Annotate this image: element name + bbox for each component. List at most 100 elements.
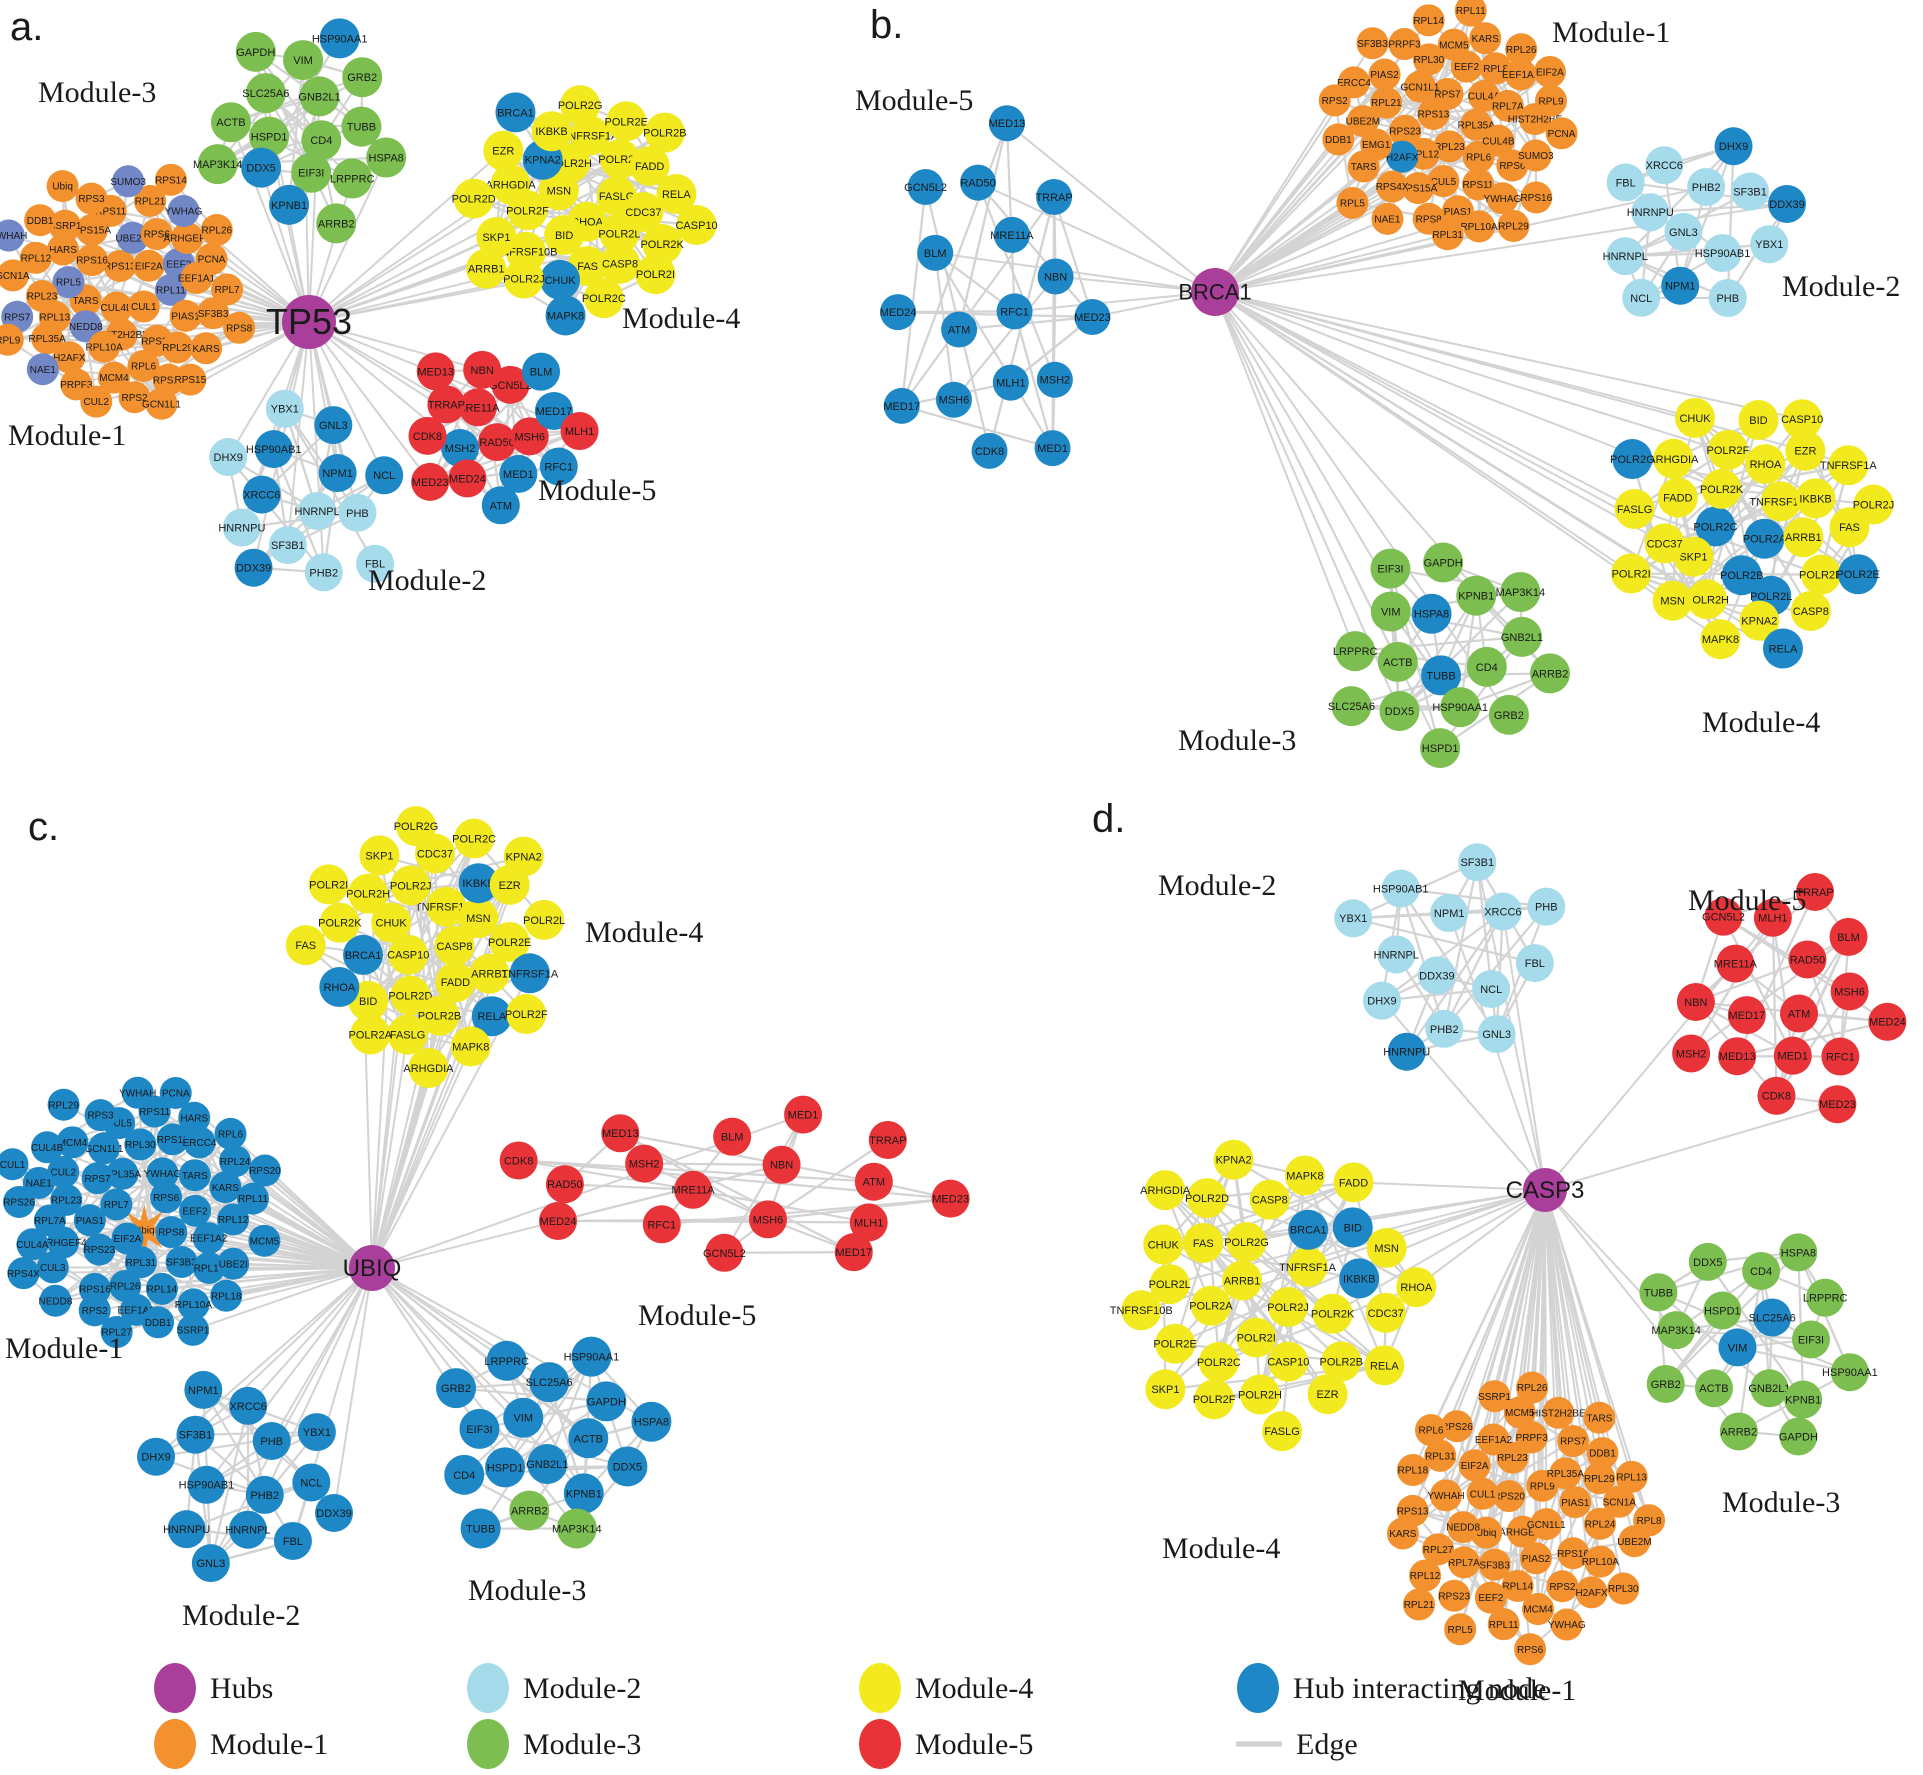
node-EIF2A[interactable]: EIF2A	[132, 249, 165, 282]
node-CHUK[interactable]: CHUK	[371, 902, 412, 943]
node-CUL4A[interactable]: CUL4A	[16, 1228, 49, 1261]
node-NPM1[interactable]: NPM1	[184, 1370, 223, 1409]
node-MAP3K14[interactable]: MAP3K14	[1651, 1311, 1701, 1350]
node-RPS7[interactable]: RPS7	[81, 1162, 114, 1195]
node-POLR2F[interactable]: POLR2F	[505, 994, 548, 1035]
node-RPL35A[interactable]: RPL35A	[1547, 1457, 1585, 1490]
node-MED1[interactable]: MED1	[784, 1095, 823, 1134]
node-HSP90AB1[interactable]: HSP90AB1	[246, 430, 302, 469]
node-YWHAG[interactable]: YWHAG	[144, 1157, 182, 1190]
node-RPL30[interactable]: RPL30	[124, 1128, 157, 1161]
node-HSPD1[interactable]: HSPD1	[485, 1447, 526, 1488]
node-PIAS1[interactable]: PIAS1	[73, 1204, 106, 1237]
node-POLR2H[interactable]: POLR2H	[346, 873, 390, 914]
node-ARRB2[interactable]: ARRB2	[1530, 653, 1571, 694]
node-POLR2L[interactable]: POLR2L	[1149, 1264, 1191, 1305]
node-ARRB2[interactable]: ARRB2	[316, 203, 357, 244]
node-RPL5[interactable]: RPL5	[1444, 1613, 1477, 1646]
node-RPL6[interactable]: RPL6	[127, 349, 160, 382]
node-RPS16[interactable]: RPS16	[1557, 1537, 1589, 1570]
node-MED23[interactable]: MED23	[931, 1179, 970, 1218]
node-CDC37[interactable]: CDC37	[1644, 523, 1685, 564]
node-RPL12[interactable]: RPL12	[19, 241, 52, 274]
node-POLR2C[interactable]: POLR2C	[452, 818, 496, 859]
node-SLC25A6[interactable]: SLC25A6	[1749, 1298, 1796, 1337]
node-RPS6[interactable]: RPS6	[1514, 1633, 1547, 1666]
node-POLR2J[interactable]: POLR2J	[390, 865, 432, 906]
node-GCN5L2[interactable]: GCN5L2	[489, 365, 532, 404]
node-ERCC4[interactable]: ERCC4	[183, 1126, 217, 1159]
node-GAPDH[interactable]: GAPDH	[586, 1381, 627, 1422]
node-FBL[interactable]: FBL	[356, 544, 395, 583]
node-YWHAG[interactable]: YWHAG	[1548, 1608, 1586, 1641]
node-GCN1L1[interactable]: GCN1L1	[142, 387, 181, 420]
node-HSPD1[interactable]: HSPD1	[249, 116, 290, 157]
node-CUL4B[interactable]: CUL4B	[100, 291, 133, 324]
node-MSN[interactable]: MSN	[458, 898, 499, 939]
node-CUL5[interactable]: CUL5	[1427, 165, 1460, 198]
node-RPL26[interactable]: RPL26	[1516, 1371, 1549, 1404]
node-BRCA1[interactable]: BRCA1	[495, 92, 536, 133]
node-ARHGDIA[interactable]: ARHGDIA	[485, 164, 536, 205]
node-VIM[interactable]: VIM	[1718, 1328, 1757, 1367]
node-CASP8[interactable]: CASP8	[434, 925, 475, 966]
node-MSN[interactable]: MSN	[1652, 580, 1693, 621]
node-PRPF3[interactable]: PRPF3	[1388, 28, 1421, 61]
node-MED17[interactable]: MED17	[1727, 996, 1766, 1035]
node-RPS26[interactable]: RPS26	[1440, 1410, 1473, 1443]
node-UBE2I[interactable]: UBE2I	[217, 1247, 250, 1280]
node-RPS23[interactable]: RPS23	[83, 1233, 116, 1266]
node-POLR2B[interactable]: POLR2B	[418, 995, 461, 1036]
node-GCN1L1[interactable]: GCN1L1	[84, 1132, 124, 1165]
node-GRB2[interactable]: GRB2	[342, 57, 383, 98]
node-ACTB[interactable]: ACTB	[1377, 641, 1418, 682]
node-NAE1[interactable]: NAE1	[1371, 202, 1404, 235]
node-MCM4[interactable]: MCM4	[56, 1126, 89, 1159]
node-XRCC6[interactable]: XRCC6	[229, 1386, 268, 1425]
node-VIM[interactable]: VIM	[1370, 591, 1411, 632]
node-RPS2[interactable]: RPS2	[1318, 84, 1351, 117]
node-DDB1[interactable]: DDB1	[1322, 123, 1355, 156]
node-MLH1[interactable]: MLH1	[560, 412, 599, 451]
node-H2AFX[interactable]: H2AFX	[53, 341, 86, 374]
node-RPL29[interactable]: RPL29	[1497, 209, 1530, 242]
node-BLM[interactable]: BLM	[917, 234, 954, 271]
node-BLM[interactable]: BLM	[522, 352, 561, 391]
node-RPL30[interactable]: RPL30	[1412, 43, 1445, 76]
node-YWHAH[interactable]: YWHAH	[119, 1076, 156, 1109]
node-RPL12[interactable]: RPL12	[217, 1203, 250, 1236]
node-RPS20[interactable]: RPS20	[248, 1154, 281, 1187]
node-RPL11[interactable]: RPL11	[154, 273, 187, 306]
node-PHB2[interactable]: PHB2	[1687, 167, 1726, 206]
node-MED24[interactable]: MED24	[880, 294, 917, 331]
node-GNL3[interactable]: GNL3	[1477, 1015, 1516, 1054]
node-XRCC6[interactable]: XRCC6	[1645, 146, 1684, 185]
node-MLH1[interactable]: MLH1	[1753, 898, 1792, 937]
node-RPL7A[interactable]: RPL7A	[1491, 89, 1524, 122]
node-RPL21[interactable]: RPL21	[1370, 86, 1403, 119]
node-MED23[interactable]: MED23	[1074, 298, 1111, 335]
node-TARS[interactable]: TARS	[1347, 150, 1380, 183]
node-HSP90AB1[interactable]: HSP90AB1	[1373, 869, 1429, 908]
node-LRPPRC[interactable]: LRPPRC	[330, 158, 375, 199]
node-MED23[interactable]: MED23	[411, 462, 450, 501]
node-POLR2B[interactable]: POLR2B	[1720, 555, 1763, 596]
node-RPS3[interactable]: RPS3	[75, 182, 108, 215]
node-HSP90AA1[interactable]: HSP90AA1	[1822, 1353, 1878, 1392]
node-GAPDH[interactable]: GAPDH	[235, 31, 276, 72]
hub-node-TP53[interactable]: TP53	[266, 295, 352, 349]
node-GRB2[interactable]: GRB2	[1488, 694, 1529, 735]
node-POLR2D[interactable]: POLR2D	[388, 975, 432, 1016]
node-EZR[interactable]: EZR	[483, 130, 524, 171]
node-FAS[interactable]: FAS	[285, 925, 326, 966]
node-HSP90AB1[interactable]: HSP90AB1	[179, 1465, 235, 1504]
node-RPL18[interactable]: RPL18	[1396, 1454, 1429, 1487]
node-TNFRSF1A[interactable]: TNFRSF1A	[501, 953, 559, 994]
node-POLR2A[interactable]: POLR2A	[1743, 518, 1787, 559]
node-RPL10A[interactable]: RPL10A	[1460, 210, 1498, 243]
node-POLR2G[interactable]: POLR2G	[1224, 1222, 1269, 1263]
node-HNRNPU[interactable]: HNRNPU	[1627, 193, 1674, 232]
node-MED17[interactable]: MED17	[534, 391, 573, 430]
node-POLR2G[interactable]: POLR2G	[558, 85, 603, 126]
node-MSH6[interactable]: MSH6	[935, 381, 972, 418]
